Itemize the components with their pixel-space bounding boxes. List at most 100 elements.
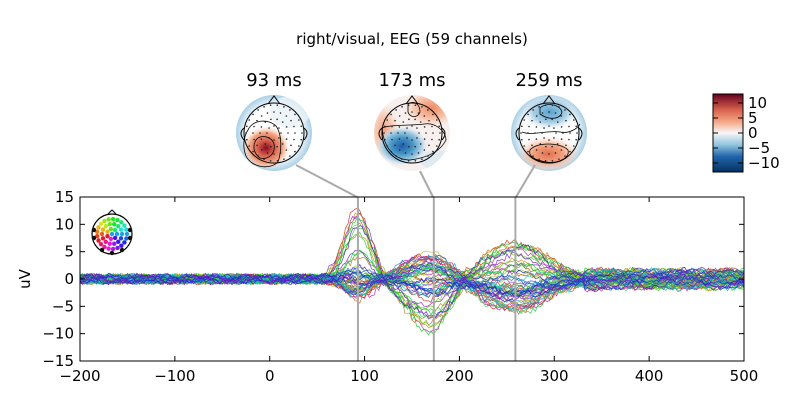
sensor-dot	[527, 113, 529, 116]
sensor-dot	[528, 138, 530, 141]
sensor-dot	[297, 145, 300, 147]
sensor-dot	[544, 104, 547, 107]
sensor-dot	[553, 137, 555, 139]
sensor-dot	[397, 132, 399, 134]
sensor-dot	[283, 158, 285, 160]
time-markers	[356, 197, 517, 361]
sensor-dot	[439, 132, 441, 134]
channel-trace	[80, 260, 744, 302]
sensor-dot	[281, 121, 284, 123]
sensor-dot	[252, 132, 254, 134]
sensor-dot	[575, 138, 577, 141]
sensor-dot	[404, 112, 407, 114]
inset-sensor-dot	[91, 235, 97, 241]
sensor-dot	[276, 145, 278, 148]
sensor-dot	[432, 150, 434, 153]
sensor-dot	[569, 113, 571, 116]
connector-93	[295, 164, 358, 198]
channel-trace	[80, 268, 744, 297]
sensor-dot	[253, 125, 255, 128]
sensor-dot	[260, 149, 263, 151]
sensor-dot	[384, 138, 386, 141]
y-tick-label: 10	[55, 215, 74, 233]
inset-sensor-dot	[116, 223, 121, 229]
sensor-dot	[564, 155, 566, 157]
inset-sensor-dot	[122, 240, 127, 245]
sensor-dot	[401, 158, 403, 160]
inset-sensor-dot	[98, 221, 104, 226]
sensor-dot	[411, 111, 413, 113]
sensor-dot	[294, 113, 296, 116]
sensor-dot	[435, 145, 438, 147]
sensor-dot	[281, 143, 284, 145]
sensor-dot	[541, 112, 544, 114]
sensor-dot	[278, 137, 280, 139]
inset-sensor-dot	[108, 236, 114, 242]
sensor-dot	[411, 153, 413, 155]
sensor-dot	[551, 104, 554, 107]
inset-sensor-dot	[99, 231, 105, 237]
sensor-dot	[438, 138, 440, 141]
sensor-dot	[253, 138, 255, 141]
sensor-dot	[527, 132, 529, 134]
sensor-dot	[558, 106, 560, 108]
x-tick-label: 300	[540, 367, 569, 385]
inset-sensor-dot	[100, 236, 106, 241]
sensor-dot	[414, 118, 416, 121]
sensor-dot	[414, 104, 417, 107]
inset-sensor-dot	[119, 231, 125, 237]
sensor-dot	[432, 132, 434, 134]
sensor-dot	[297, 119, 300, 121]
colorbar-tick-label: 10	[748, 94, 767, 112]
sensor-dot	[383, 132, 385, 134]
sensor-dot	[260, 138, 263, 140]
sensor-dot	[263, 106, 265, 108]
sensor-dot	[431, 138, 433, 141]
sensor-dot	[256, 144, 258, 147]
sensor-dot	[245, 132, 247, 134]
channel-trace	[80, 225, 744, 317]
sensor-dot	[273, 139, 275, 141]
sensor-dot	[545, 145, 547, 148]
sensor-dot	[523, 119, 526, 121]
sensor-dot	[416, 137, 418, 139]
sensor-dot	[398, 138, 401, 140]
sensor-dot	[391, 138, 393, 141]
sensor-dot	[287, 132, 289, 134]
inset-sensor-dot	[105, 229, 110, 235]
sensor-dot	[531, 119, 533, 122]
sensor-dot	[398, 115, 401, 117]
sensor-dot	[428, 119, 430, 122]
colorbar-tick-label: −5	[748, 139, 770, 157]
sensor-dot	[544, 159, 547, 162]
sensor-dot	[568, 138, 570, 141]
sensor-dot	[248, 119, 251, 121]
sensor-dot	[535, 126, 538, 128]
sensor-dot	[273, 111, 275, 113]
sensor-dot	[543, 127, 545, 129]
sensor-dot	[425, 132, 427, 134]
sensor-dot	[538, 106, 540, 108]
sensor-dot	[556, 143, 559, 145]
sensor-dot	[285, 115, 288, 117]
x-tick-label: 500	[730, 367, 759, 385]
inset-sensor-dot	[107, 222, 112, 227]
sensor-dot	[300, 138, 302, 141]
sensor-dot	[531, 144, 533, 147]
sensor-dot	[264, 143, 267, 145]
sensor-dot	[395, 155, 397, 157]
sensor-dot	[256, 119, 258, 122]
sensor-dot	[293, 125, 295, 128]
sensor-dot	[406, 137, 408, 139]
sensor-dot	[560, 126, 563, 128]
sensor-dot	[390, 132, 392, 134]
inset-sensor-dot	[109, 231, 115, 237]
sensor-dot	[553, 127, 555, 129]
sensor-dot	[280, 132, 282, 134]
inset-sensor-dot	[107, 241, 112, 246]
sensor-dot	[554, 152, 557, 154]
inset-sensor-dot	[118, 227, 124, 232]
sensor-dot	[407, 104, 410, 107]
sensor-dot	[252, 113, 254, 116]
